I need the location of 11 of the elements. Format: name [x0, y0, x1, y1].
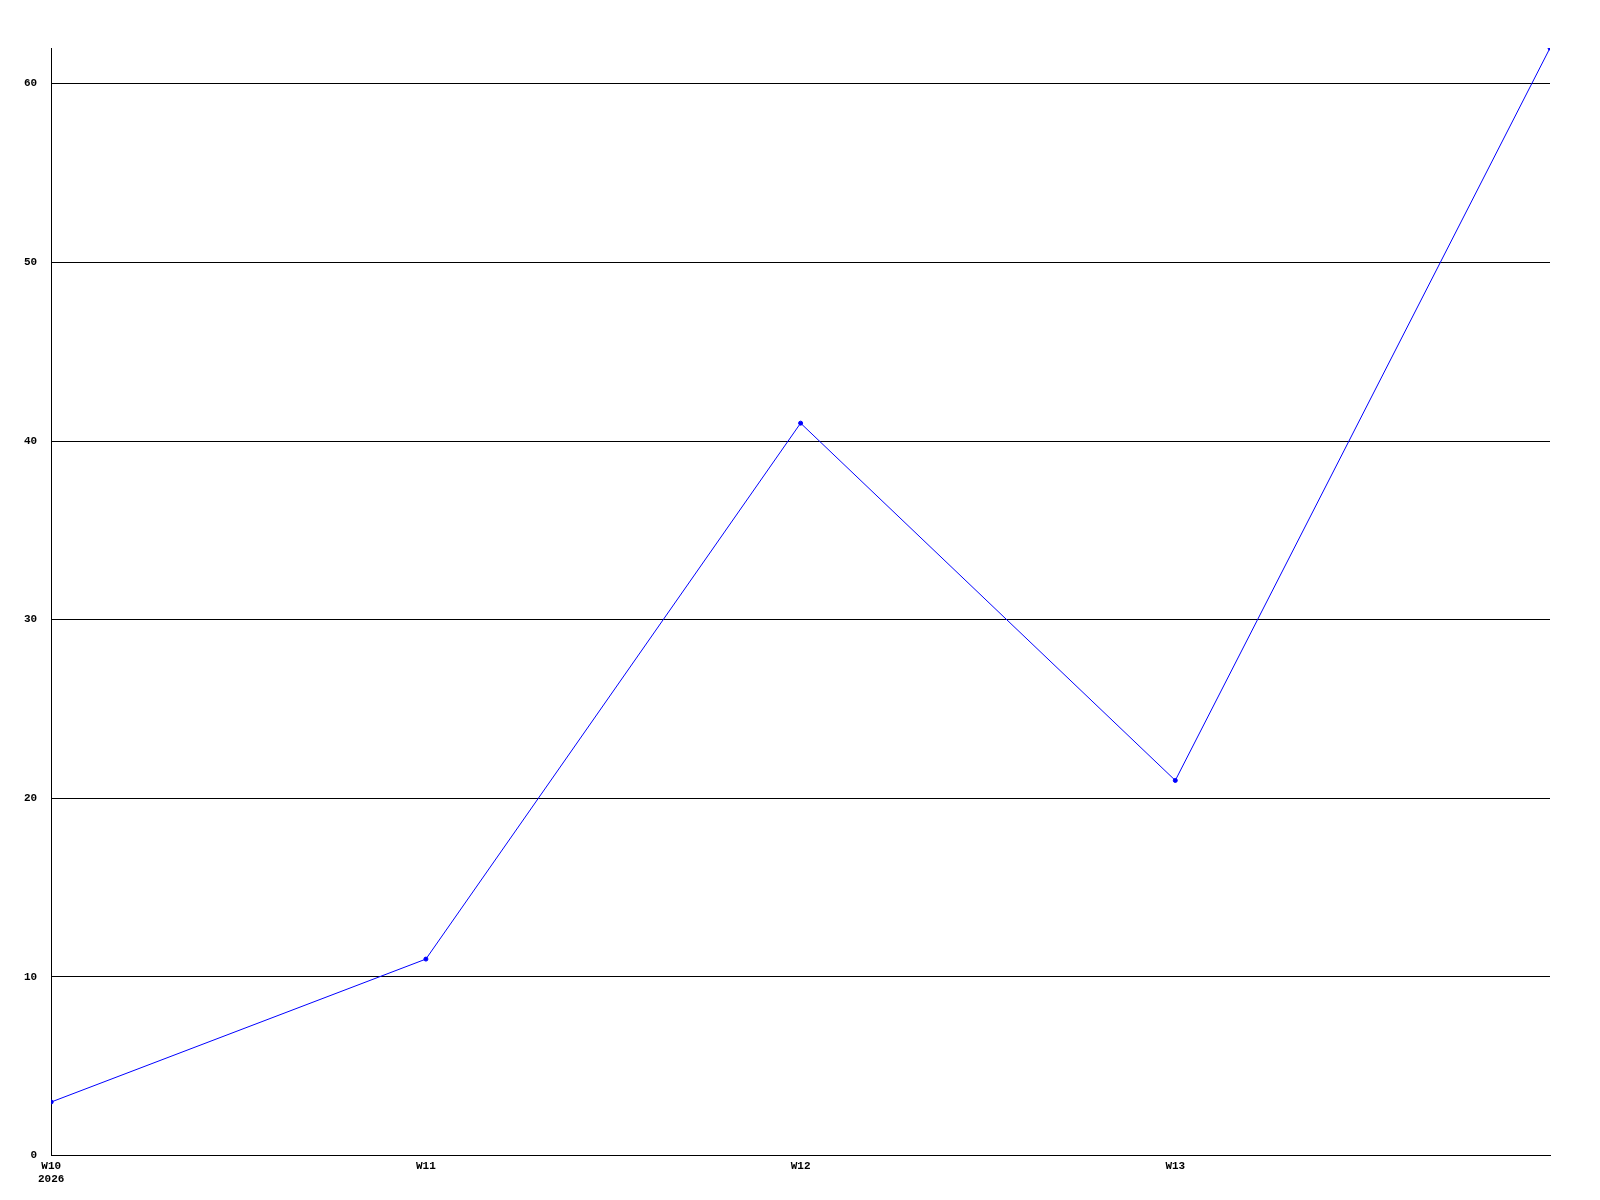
x-tick-label: W12: [790, 1159, 811, 1172]
x-tick-label: W10 2026: [38, 1159, 65, 1186]
x-tick-label: W11: [416, 1159, 437, 1172]
y-tick-label: 40: [24, 434, 38, 447]
y-tick-label: 30: [24, 613, 38, 626]
y-tick-label: 10: [24, 970, 38, 983]
y-tick-label: 50: [24, 256, 38, 269]
y-tick-label: 20: [24, 792, 38, 805]
y-tick-label: 60: [24, 77, 38, 90]
x-tick-label: W13: [1165, 1159, 1186, 1172]
y-tick-label: 0: [30, 1149, 38, 1162]
